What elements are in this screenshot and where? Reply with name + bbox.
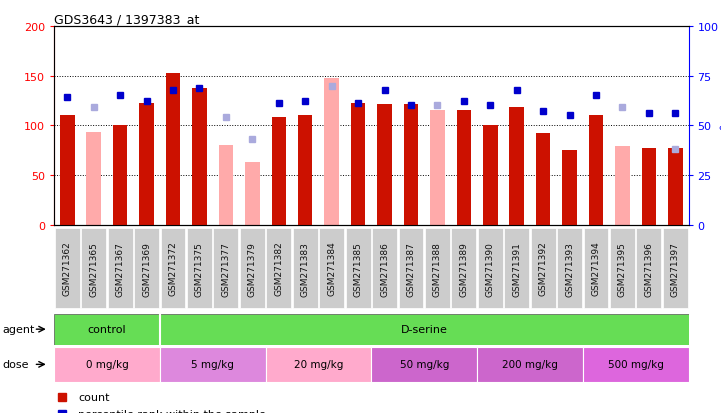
FancyBboxPatch shape	[187, 229, 212, 308]
FancyBboxPatch shape	[265, 347, 371, 382]
Text: GSM271394: GSM271394	[591, 241, 601, 296]
Text: 5 mg/kg: 5 mg/kg	[191, 359, 234, 370]
Bar	[298, 116, 312, 225]
Text: control: control	[88, 324, 126, 335]
FancyBboxPatch shape	[266, 229, 291, 308]
FancyBboxPatch shape	[425, 229, 450, 308]
FancyBboxPatch shape	[451, 229, 477, 308]
Text: GSM271365: GSM271365	[89, 241, 98, 296]
Text: GSM271393: GSM271393	[565, 241, 574, 296]
Text: GSM271385: GSM271385	[353, 241, 363, 296]
Bar	[642, 149, 656, 225]
Bar	[193, 88, 207, 225]
Bar	[404, 105, 418, 225]
Text: 0 mg/kg: 0 mg/kg	[86, 359, 128, 370]
Text: 50 mg/kg: 50 mg/kg	[399, 359, 449, 370]
Text: agent: agent	[3, 324, 35, 335]
FancyBboxPatch shape	[637, 229, 661, 308]
FancyBboxPatch shape	[345, 229, 371, 308]
Text: GSM271369: GSM271369	[142, 241, 151, 296]
Bar	[536, 134, 550, 225]
Bar	[456, 111, 471, 225]
Text: dose: dose	[3, 359, 30, 370]
FancyBboxPatch shape	[504, 229, 529, 308]
Bar	[245, 163, 260, 225]
FancyBboxPatch shape	[81, 229, 106, 308]
Bar	[615, 147, 629, 225]
Text: GSM271389: GSM271389	[459, 241, 469, 296]
Text: GSM271384: GSM271384	[327, 241, 336, 296]
FancyBboxPatch shape	[557, 229, 582, 308]
Bar	[139, 104, 154, 225]
FancyBboxPatch shape	[213, 229, 239, 308]
Bar	[377, 105, 392, 225]
Text: GSM271383: GSM271383	[301, 241, 310, 296]
Bar	[668, 205, 683, 225]
FancyBboxPatch shape	[478, 229, 503, 308]
Bar	[510, 108, 524, 225]
FancyBboxPatch shape	[399, 229, 423, 308]
Text: GSM271377: GSM271377	[221, 241, 231, 296]
Text: GSM271392: GSM271392	[539, 241, 548, 296]
Text: GSM271388: GSM271388	[433, 241, 442, 296]
Text: GSM271395: GSM271395	[618, 241, 627, 296]
Text: GSM271396: GSM271396	[645, 241, 653, 296]
Bar	[351, 104, 366, 225]
FancyBboxPatch shape	[610, 229, 635, 308]
FancyBboxPatch shape	[54, 347, 160, 382]
FancyBboxPatch shape	[531, 229, 556, 308]
Bar	[668, 149, 683, 225]
FancyBboxPatch shape	[319, 229, 344, 308]
Bar	[589, 116, 603, 225]
FancyBboxPatch shape	[372, 229, 397, 308]
Text: D-serine: D-serine	[401, 324, 448, 335]
Text: GSM271362: GSM271362	[63, 241, 72, 296]
Text: GSM271390: GSM271390	[486, 241, 495, 296]
Bar	[87, 133, 101, 225]
Bar	[113, 126, 128, 225]
FancyBboxPatch shape	[107, 229, 133, 308]
Bar	[483, 126, 497, 225]
FancyBboxPatch shape	[160, 347, 265, 382]
Bar	[218, 146, 233, 225]
Text: 500 mg/kg: 500 mg/kg	[608, 359, 663, 370]
Bar	[324, 78, 339, 225]
FancyBboxPatch shape	[293, 229, 318, 308]
Bar	[272, 118, 286, 225]
FancyBboxPatch shape	[55, 229, 80, 308]
Text: count: count	[78, 392, 110, 402]
Text: GSM271382: GSM271382	[274, 241, 283, 296]
Text: 200 mg/kg: 200 mg/kg	[502, 359, 558, 370]
Text: GSM271387: GSM271387	[407, 241, 415, 296]
Y-axis label: %: %	[719, 126, 721, 136]
Bar	[430, 111, 445, 225]
FancyBboxPatch shape	[54, 314, 689, 345]
Text: 20 mg/kg: 20 mg/kg	[293, 359, 343, 370]
Text: GSM271379: GSM271379	[248, 241, 257, 296]
Text: GSM271375: GSM271375	[195, 241, 204, 296]
Text: GSM271367: GSM271367	[115, 241, 125, 296]
FancyBboxPatch shape	[583, 347, 689, 382]
FancyBboxPatch shape	[371, 347, 477, 382]
FancyBboxPatch shape	[240, 229, 265, 308]
FancyBboxPatch shape	[134, 229, 159, 308]
Bar	[166, 74, 180, 225]
Bar	[562, 151, 577, 225]
Bar	[60, 116, 74, 225]
FancyBboxPatch shape	[583, 229, 609, 308]
FancyBboxPatch shape	[663, 229, 688, 308]
Text: GSM271397: GSM271397	[671, 241, 680, 296]
Text: percentile rank within the sample: percentile rank within the sample	[78, 408, 266, 413]
Text: GSM271386: GSM271386	[380, 241, 389, 296]
FancyBboxPatch shape	[161, 229, 185, 308]
Text: GSM271391: GSM271391	[512, 241, 521, 296]
Text: GSM271372: GSM271372	[169, 241, 177, 296]
FancyBboxPatch shape	[477, 347, 583, 382]
Text: GDS3643 / 1397383_at: GDS3643 / 1397383_at	[54, 13, 200, 26]
